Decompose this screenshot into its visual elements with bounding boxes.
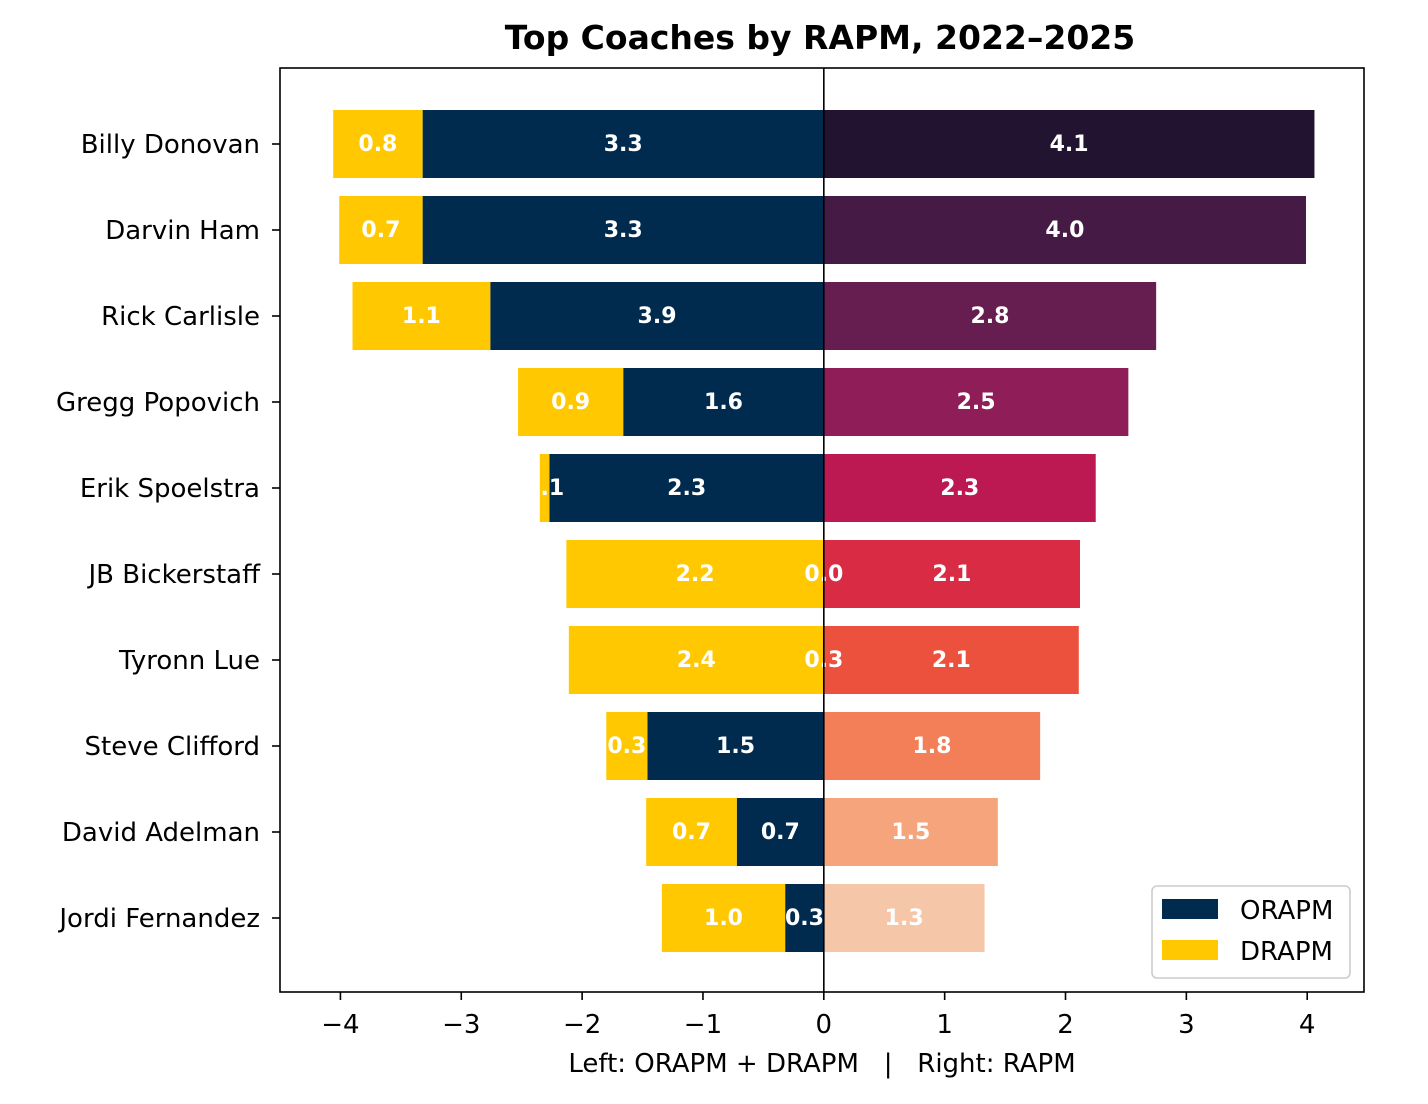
x-tick-label-1: −3 bbox=[442, 1010, 480, 1040]
y-tick-label-erik-spoelstra: Erik Spoelstra bbox=[80, 474, 260, 504]
legend-label-orapm: ORAPM bbox=[1240, 896, 1333, 926]
bar-label-drapm-gregg-popovich: 0.9 bbox=[551, 390, 590, 415]
y-tick-label-steve-clifford: Steve Clifford bbox=[85, 732, 261, 762]
y-tick-label-darvin-ham: Darvin Ham bbox=[105, 216, 260, 246]
bar-label-orapm-david-adelman: 0.7 bbox=[761, 820, 800, 845]
legend-swatch-drapm bbox=[1162, 940, 1218, 960]
bar-drapm-billy-donovan bbox=[333, 110, 423, 178]
bar-label-rapm-jordi-fernandez: 1.3 bbox=[885, 906, 924, 931]
bar-orapm-rick-carlisle bbox=[490, 282, 824, 350]
bar-drapm-darvin-ham bbox=[339, 196, 423, 264]
x-tick-label-6: 2 bbox=[1057, 1010, 1074, 1040]
bar-label-drapm-erik-spoelstra: 0.1 bbox=[525, 476, 564, 501]
bar-rapm-gregg-popovich bbox=[823, 368, 1129, 436]
bar-label-orapm-darvin-ham: 3.3 bbox=[604, 218, 643, 243]
bars-layer bbox=[333, 110, 1315, 952]
bar-label-drapm-rick-carlisle: 1.1 bbox=[402, 304, 441, 329]
bar-label-drapm-jordi-fernandez: 1.0 bbox=[704, 906, 743, 931]
chart-title: Top Coaches by RAPM, 2022–2025 bbox=[505, 18, 1135, 57]
bar-label-rapm-billy-donovan: 4.1 bbox=[1050, 132, 1089, 157]
bar-orapm-erik-spoelstra bbox=[549, 454, 824, 522]
bar-rapm-david-adelman bbox=[823, 798, 998, 866]
bar-rapm-tyronn-lue bbox=[823, 626, 1079, 694]
x-axis-label: Left: ORAPM + DRAPM | Right: RAPM bbox=[568, 1049, 1075, 1079]
bar-rapm-jordi-fernandez bbox=[823, 884, 985, 952]
bar-orapm-gregg-popovich bbox=[623, 368, 824, 436]
bar-label-drapm-steve-clifford: 0.3 bbox=[607, 734, 646, 759]
x-axis: −4 −3 −2 −1 0 1 2 3 4 bbox=[321, 992, 1315, 1040]
bar-label-drapm-tyronn-lue: 2.4 bbox=[677, 648, 716, 673]
bar-label-drapm-darvin-ham: 0.7 bbox=[361, 218, 400, 243]
bar-label-orapm-steve-clifford: 1.5 bbox=[716, 734, 755, 759]
bar-label-rapm-jb-bickerstaff: 2.1 bbox=[932, 562, 971, 587]
bar-drapm-david-adelman bbox=[646, 798, 737, 866]
x-tick-label-7: 3 bbox=[1178, 1010, 1195, 1040]
bar-label-rapm-tyronn-lue: 2.1 bbox=[932, 648, 971, 673]
legend-swatch-orapm bbox=[1162, 899, 1218, 919]
x-tick-label-4: 0 bbox=[816, 1010, 833, 1040]
legend-label-drapm: DRAPM bbox=[1240, 937, 1333, 967]
bar-drapm-steve-clifford bbox=[606, 712, 648, 780]
bar-rapm-erik-spoelstra bbox=[823, 454, 1096, 522]
y-tick-label-rick-carlisle: Rick Carlisle bbox=[101, 302, 260, 332]
bar-label-orapm-gregg-popovich: 1.6 bbox=[704, 390, 743, 415]
bar-label-drapm-billy-donovan: 0.8 bbox=[358, 132, 397, 157]
bar-label-rapm-gregg-popovich: 2.5 bbox=[957, 390, 996, 415]
bar-orapm-billy-donovan bbox=[422, 110, 824, 178]
bar-drapm-tyronn-lue bbox=[568, 626, 824, 694]
x-tick-label-5: 1 bbox=[936, 1010, 953, 1040]
bar-rapm-rick-carlisle bbox=[823, 282, 1157, 350]
x-tick-label-3: −1 bbox=[684, 1010, 722, 1040]
bar-label-drapm-david-adelman: 0.7 bbox=[672, 820, 711, 845]
plot-frame bbox=[279, 67, 1365, 993]
bar-orapm-steve-clifford bbox=[647, 712, 824, 780]
y-tick-label-jordi-fernandez: Jordi Fernandez bbox=[57, 904, 260, 934]
bar-label-rapm-rick-carlisle: 2.8 bbox=[970, 304, 1009, 329]
bar-rapm-billy-donovan bbox=[823, 110, 1315, 178]
bar-rapm-steve-clifford bbox=[823, 712, 1041, 780]
bar-orapm-darvin-ham bbox=[422, 196, 824, 264]
bar-label-rapm-erik-spoelstra: 2.3 bbox=[940, 476, 979, 501]
y-tick-label-jb-bickerstaff: JB Bickerstaff bbox=[86, 560, 261, 590]
bar-rapm-darvin-ham bbox=[823, 196, 1306, 264]
bar-rapm-jb-bickerstaff bbox=[823, 540, 1081, 608]
legend: ORAPM DRAPM bbox=[1151, 885, 1351, 979]
x-tick-label-0: −4 bbox=[321, 1010, 359, 1040]
bar-drapm-erik-spoelstra bbox=[539, 454, 550, 522]
bar-label-drapm-jb-bickerstaff: 2.2 bbox=[676, 562, 715, 587]
y-tick-label-tyronn-lue: Tyronn Lue bbox=[118, 646, 260, 676]
y-tick-label-billy-donovan: Billy Donovan bbox=[81, 130, 260, 160]
bar-drapm-gregg-popovich bbox=[518, 368, 624, 436]
bar-label-orapm-rick-carlisle: 3.9 bbox=[638, 304, 677, 329]
bar-label-rapm-david-adelman: 1.5 bbox=[891, 820, 930, 845]
bar-labels-layer: 3.3 0.8 4.1 3.3 0.7 4.0 3.9 1.1 2.8 1.6 0.9 2.5 2.3 0… bbox=[358, 132, 1088, 931]
bar-orapm-david-adelman bbox=[736, 798, 824, 866]
x-tick-label-2: −2 bbox=[563, 1010, 601, 1040]
bar-drapm-jordi-fernandez bbox=[661, 884, 786, 952]
y-tick-label-gregg-popovich: Gregg Popovich bbox=[56, 388, 260, 418]
bar-label-orapm-jordi-fernandez: 0.3 bbox=[785, 906, 824, 931]
y-tick-label-david-adelman: David Adelman bbox=[62, 818, 260, 848]
bar-drapm-rick-carlisle bbox=[352, 282, 491, 350]
bar-drapm-jb-bickerstaff bbox=[566, 540, 824, 608]
y-axis: Billy Donovan Darvin Ham Rick Carlisle Greg… bbox=[56, 130, 280, 934]
x-tick-label-8: 4 bbox=[1299, 1010, 1316, 1040]
bar-label-rapm-steve-clifford: 1.8 bbox=[912, 734, 951, 759]
bar-orapm-jordi-fernandez bbox=[785, 884, 824, 952]
bar-label-rapm-darvin-ham: 4.0 bbox=[1045, 218, 1084, 243]
bar-label-orapm-billy-donovan: 3.3 bbox=[604, 132, 643, 157]
bar-label-orapm-erik-spoelstra: 2.3 bbox=[667, 476, 706, 501]
